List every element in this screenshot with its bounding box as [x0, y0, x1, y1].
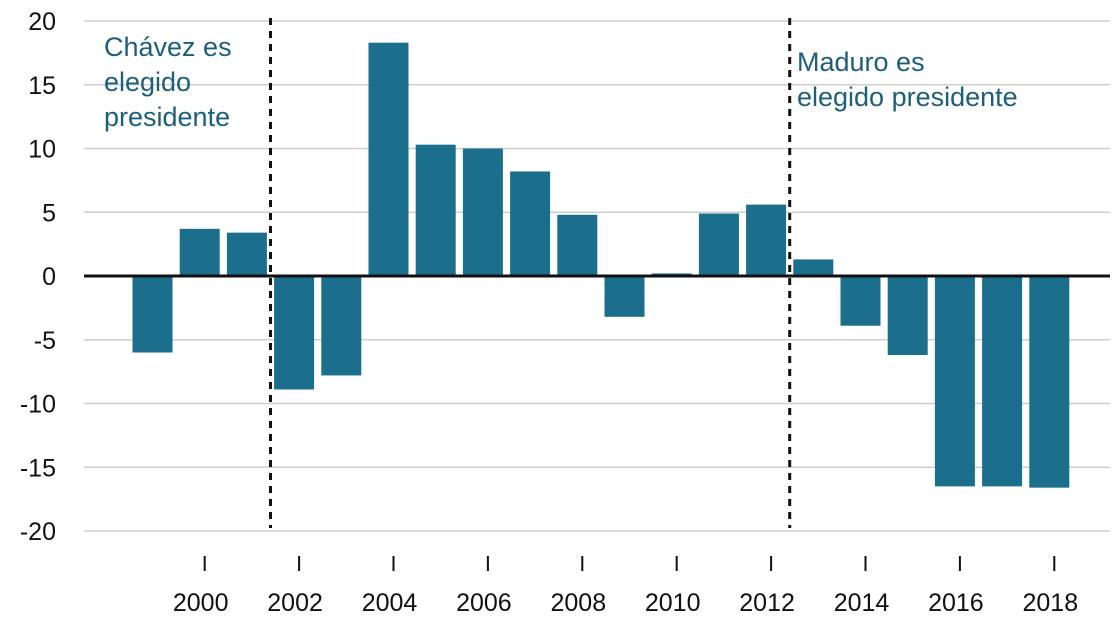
- bar-2009: [604, 276, 645, 317]
- x-axis: 2000 2002 2004 2006 2008 2010 2012 2014 2016 2018: [84, 274, 1110, 617]
- bar-2011: [698, 213, 739, 276]
- event-markers: [269, 18, 792, 528]
- bar-2003: [321, 276, 362, 376]
- y-tick-label: -5: [34, 327, 56, 355]
- annotations: Chávez es elegido presidente Maduro es elegi…: [104, 32, 1018, 132]
- bar-2015: [887, 276, 928, 356]
- y-tick-label: 20: [28, 8, 56, 36]
- bar-2000: [179, 228, 220, 276]
- x-tick-label: 2012: [739, 589, 795, 617]
- bar-2002: [274, 276, 315, 390]
- y-tick-label: 15: [28, 72, 56, 100]
- y-tick-label: 0: [42, 263, 56, 291]
- x-tick-label: 2016: [928, 589, 984, 617]
- bar-2001: [226, 232, 267, 276]
- bar-2017: [982, 276, 1023, 487]
- y-axis: 20 15 10 5 0 -5 -10 -15 -20: [20, 8, 56, 546]
- x-tick-label: 2000: [173, 589, 229, 617]
- annotation-line: elegido: [104, 67, 191, 97]
- x-tick-label: 2004: [362, 589, 418, 617]
- x-tick-label: 2018: [1022, 589, 1078, 617]
- bars: [132, 42, 1070, 488]
- annotation-line: elegido presidente: [797, 82, 1018, 112]
- x-tick-label: 2006: [456, 589, 512, 617]
- annotation-chavez: Chávez es elegido presidente: [104, 32, 232, 132]
- y-tick-label: -20: [20, 518, 56, 546]
- annotation-line: Chávez es: [104, 32, 232, 62]
- bar-2018: [1029, 276, 1070, 488]
- annotation-maduro: Maduro es elegido presidente: [797, 47, 1018, 112]
- bar-2013: [793, 259, 834, 276]
- x-tick-label: 2002: [267, 589, 323, 617]
- x-tick-label: 2010: [645, 589, 701, 617]
- bar-2006: [462, 148, 503, 276]
- bar-2012: [746, 204, 787, 276]
- bar-2004: [368, 42, 409, 276]
- y-tick-label: -15: [20, 454, 56, 482]
- y-tick-label: 5: [42, 199, 56, 227]
- x-tick-label: 2014: [834, 589, 890, 617]
- bar-2007: [510, 171, 551, 276]
- bar-2016: [934, 276, 975, 487]
- bar-2005: [415, 144, 456, 276]
- bar-2014: [840, 276, 881, 326]
- bar-2008: [557, 214, 598, 276]
- x-tick-label: 2008: [550, 589, 606, 617]
- y-tick-label: 10: [28, 136, 56, 164]
- annotation-line: presidente: [104, 102, 230, 132]
- annotation-line: Maduro es: [797, 47, 925, 77]
- bar-1999: [132, 276, 173, 353]
- y-tick-label: -10: [20, 391, 56, 419]
- gridlines: [84, 20, 1110, 532]
